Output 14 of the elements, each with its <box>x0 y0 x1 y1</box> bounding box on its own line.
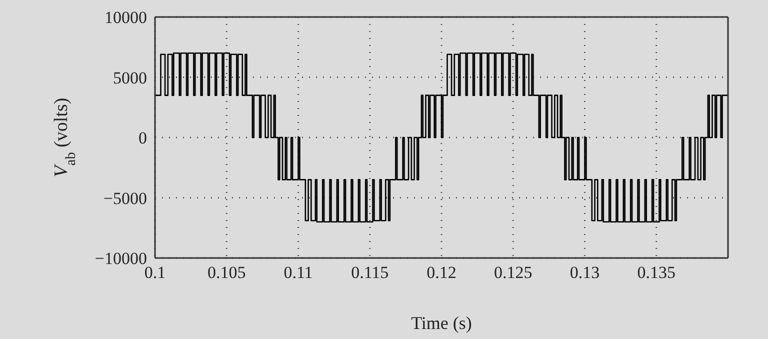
x-tick-label: 0.125 <box>494 263 532 282</box>
x-tick-label: 0.115 <box>351 263 389 282</box>
y-tick-label: 5000 <box>113 68 147 88</box>
x-tick-label: 0.12 <box>426 263 456 282</box>
y-tick-label: −5000 <box>103 188 147 208</box>
x-tick-label: 0.11 <box>284 263 313 282</box>
x-tick-label: 0.105 <box>208 263 246 282</box>
x-axis-title: Time (s) <box>411 313 472 333</box>
y-tick-label: −10000 <box>94 249 147 268</box>
y-tick-label: 10000 <box>104 8 147 28</box>
x-tick-label: 0.13 <box>570 263 600 282</box>
x-tick-label: 0.1 <box>144 263 166 282</box>
x-tick-label: 0.135 <box>637 263 676 282</box>
y-tick-label: 0 <box>138 128 147 148</box>
